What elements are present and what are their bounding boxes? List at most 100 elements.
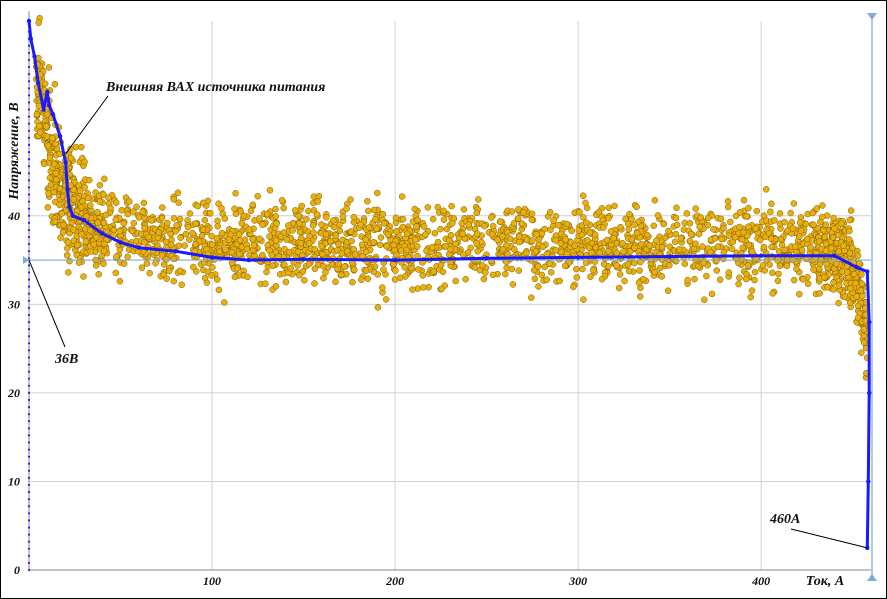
data-point (613, 262, 620, 269)
curve-point (118, 240, 123, 245)
annotation-label: 36В (54, 352, 78, 367)
data-point (447, 246, 454, 253)
data-point (499, 245, 507, 253)
data-point (835, 231, 842, 239)
data-point (46, 154, 54, 161)
data-point (269, 262, 277, 269)
data-point (687, 231, 695, 238)
data-point (46, 174, 54, 182)
data-point (571, 242, 578, 250)
curve-point (27, 285, 31, 288)
data-point (78, 143, 85, 151)
curve-point (27, 363, 31, 366)
data-point (462, 275, 469, 283)
data-point (263, 210, 271, 218)
data-point (684, 276, 691, 284)
data-point (633, 203, 640, 211)
data-point (170, 255, 178, 263)
data-point (854, 314, 862, 321)
curve-point (832, 253, 837, 258)
data-point (748, 287, 756, 294)
data-point (508, 265, 516, 273)
data-point (181, 242, 188, 249)
data-point (266, 233, 273, 240)
reference-marker-left (23, 256, 29, 265)
data-point (616, 271, 624, 278)
data-point (815, 238, 823, 245)
data-point (408, 264, 415, 272)
data-point (440, 207, 447, 215)
data-point (683, 210, 691, 217)
data-point (860, 339, 868, 346)
data-point (107, 204, 114, 212)
data-point (821, 233, 829, 241)
data-point (523, 236, 531, 243)
data-point (745, 241, 753, 249)
data-point (724, 203, 732, 211)
data-point (807, 243, 814, 251)
data-point (334, 246, 341, 254)
data-point (192, 240, 199, 248)
data-point (831, 225, 838, 232)
data-point (552, 237, 560, 244)
data-point (392, 214, 400, 222)
curve-point (27, 377, 31, 380)
data-point (628, 236, 636, 243)
data-point (636, 267, 643, 274)
data-point (847, 207, 855, 214)
data-point (176, 215, 184, 223)
data-point (744, 262, 752, 269)
data-point (228, 259, 236, 267)
y-tick-label: 30 (7, 297, 20, 311)
curve-point (27, 448, 31, 451)
data-point (810, 221, 817, 229)
curve-point (27, 483, 31, 487)
data-point (422, 231, 429, 238)
vax-curve (26, 18, 872, 572)
data-point (438, 285, 445, 293)
reference-marker-bottom (867, 574, 877, 581)
data-point (835, 282, 843, 289)
curve-point (27, 370, 31, 373)
data-point (625, 226, 633, 233)
data-point (543, 276, 551, 283)
data-point (370, 239, 377, 246)
data-point (383, 242, 390, 250)
data-point (250, 241, 258, 249)
data-point (175, 199, 182, 206)
curve-point (27, 214, 31, 217)
data-point (51, 160, 58, 168)
data-point (377, 234, 385, 241)
data-point (66, 257, 73, 265)
data-point (697, 214, 704, 221)
data-point (414, 266, 422, 273)
data-point (232, 190, 239, 197)
data-point (43, 133, 51, 140)
data-point (81, 158, 88, 166)
data-point (775, 248, 783, 255)
data-point (240, 212, 248, 220)
data-point (296, 219, 303, 227)
data-point (707, 248, 714, 256)
data-point (475, 196, 482, 203)
data-point (285, 222, 292, 229)
data-point (263, 268, 270, 276)
data-point (231, 205, 238, 213)
data-point (556, 277, 563, 285)
data-point (804, 280, 812, 288)
curve-point (70, 213, 76, 218)
data-point (374, 304, 382, 311)
data-point (318, 221, 325, 228)
data-point (165, 267, 173, 275)
data-point (686, 220, 694, 227)
y-tick-label: 10 (8, 474, 20, 488)
data-point (247, 207, 255, 215)
data-point (596, 249, 603, 257)
data-point (154, 234, 162, 241)
x-tick-label: 300 (568, 574, 587, 588)
data-point (600, 224, 607, 231)
data-point (221, 215, 229, 222)
data-point (859, 292, 866, 300)
data-point (50, 188, 58, 196)
data-point (514, 215, 522, 222)
